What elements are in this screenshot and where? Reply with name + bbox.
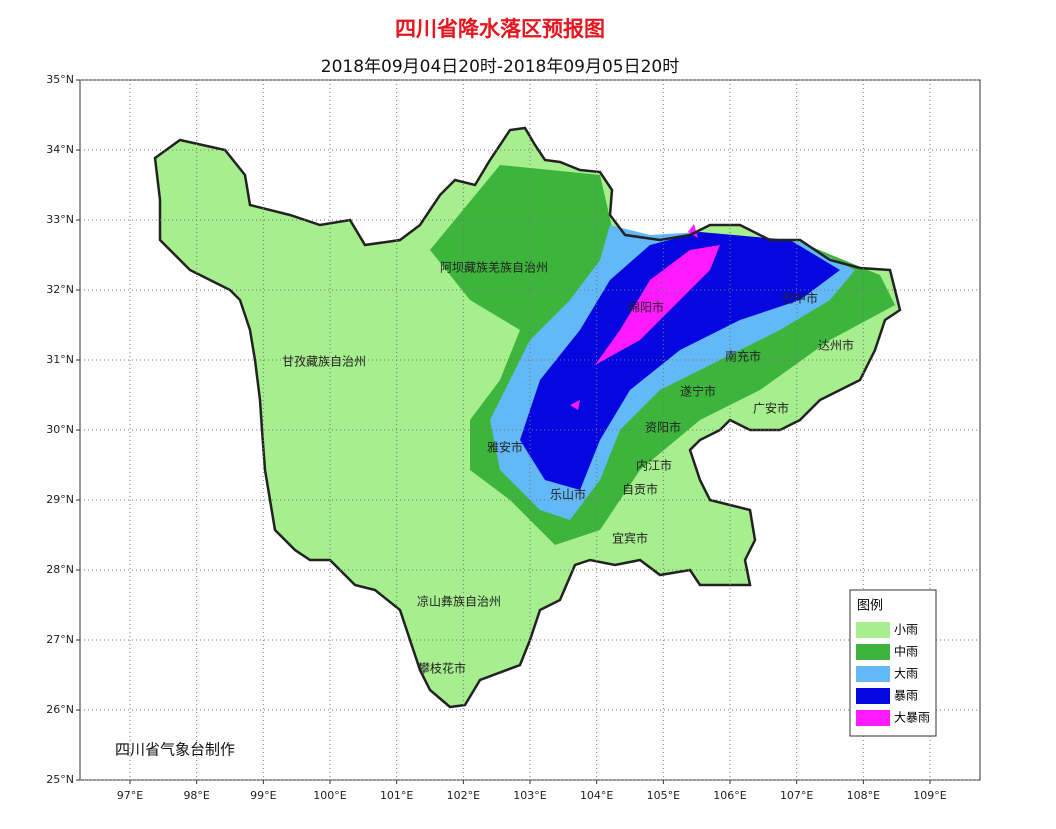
- legend-title: 图例: [857, 599, 883, 614]
- place-label: 资阳市: [645, 420, 681, 435]
- place-label: 遂宁市: [680, 384, 716, 399]
- legend-label: 暴雨: [894, 689, 918, 703]
- legend-swatch: [856, 622, 890, 638]
- x-tick-label: 97°E: [117, 789, 143, 802]
- x-tick-label: 108°E: [847, 789, 880, 802]
- place-label: 达州市: [818, 338, 854, 353]
- x-tick-label: 98°E: [183, 789, 209, 802]
- grid: 97°E 98°E 99°E 100°E 101°E 102°E 103°E 104°E 105…: [46, 73, 980, 802]
- legend-label: 小雨: [894, 623, 918, 637]
- x-tick-label: 106°E: [713, 789, 746, 802]
- x-tick-label: 109°E: [913, 789, 946, 802]
- legend-label: 大暴雨: [894, 711, 930, 725]
- place-label: 阿坝藏族羌族自治州: [440, 261, 548, 275]
- y-tick-label: 34°N: [46, 143, 74, 156]
- legend-label: 中雨: [894, 644, 918, 659]
- y-tick-label: 32°N: [46, 283, 74, 296]
- x-tick-label: 105°E: [647, 789, 680, 802]
- x-tick-label: 100°E: [313, 789, 346, 802]
- zone-heavy-rainstorm: [570, 224, 720, 410]
- place-label: 甘孜藏族自治州: [282, 355, 366, 369]
- legend-swatch: [856, 710, 890, 726]
- province-border: [153, 126, 902, 709]
- y-tick-label: 31°N: [46, 353, 74, 366]
- place-label: 巴中市: [782, 291, 818, 306]
- subtitle: 2018年09月04日20时-2018年09月05日20时: [321, 57, 679, 77]
- y-tick-label: 30°N: [46, 423, 74, 436]
- place-label: 内江市: [636, 458, 672, 473]
- place-label: 绵阳市: [628, 300, 664, 315]
- y-tick-label: 29°N: [46, 493, 74, 506]
- x-tick-label: 104°E: [580, 789, 613, 802]
- place-label: 雅安市: [487, 440, 523, 455]
- place-label: 南充市: [725, 349, 761, 364]
- y-tick-label: 33°N: [46, 213, 74, 226]
- x-tick-label: 101°E: [380, 789, 413, 802]
- legend-label: 大雨: [894, 667, 918, 681]
- place-label: 攀枝花市: [418, 661, 466, 676]
- x-tick-label: 99°E: [250, 789, 276, 802]
- y-tick-label: 26°N: [46, 703, 74, 716]
- y-tick-label: 25°N: [46, 773, 74, 786]
- legend-swatch: [856, 644, 890, 660]
- legend-swatch: [856, 688, 890, 704]
- place-label: 凉山彝族自治州: [417, 594, 501, 609]
- place-label: 自贡市: [622, 482, 658, 497]
- title: 四川省降水落区预报图: [395, 17, 605, 41]
- x-tick-label: 102°E: [447, 789, 480, 802]
- y-tick-label: 28°N: [46, 563, 74, 576]
- y-tick-label: 27°N: [46, 633, 74, 646]
- y-tick-label: 35°N: [46, 73, 74, 86]
- place-label: 宜宾市: [612, 531, 648, 546]
- place-label: 乐山市: [550, 487, 586, 502]
- legend-swatch: [856, 666, 890, 682]
- zone-rainstorm: [520, 232, 840, 490]
- credit: 四川省气象台制作: [115, 741, 235, 759]
- place-labels: 阿坝藏族羌族自治州 甘孜藏族自治州 绵阳市 巴中市 达州市 南充市 遂宁市 广安…: [282, 261, 854, 676]
- precip-zones: [155, 128, 900, 707]
- x-tick-label: 107°E: [780, 789, 813, 802]
- x-tick-label: 103°E: [513, 789, 546, 802]
- place-label: 广安市: [753, 401, 789, 416]
